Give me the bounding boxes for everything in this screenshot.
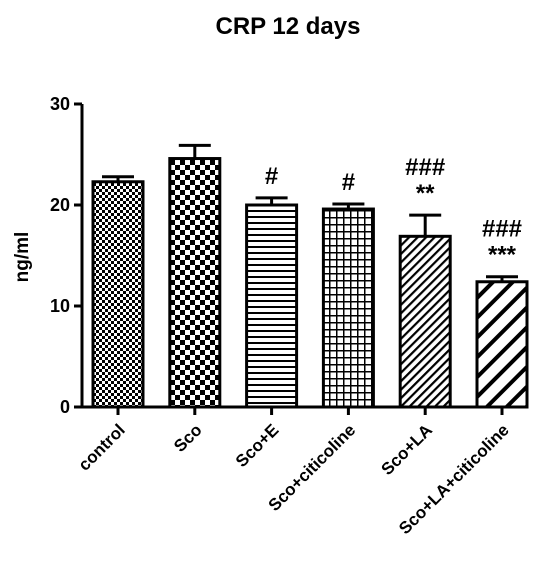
significance-marker: #	[342, 169, 355, 196]
significance-marker: ***	[488, 242, 517, 269]
y-tick-label: 30	[50, 94, 70, 114]
significance-marker: **	[416, 180, 435, 207]
x-category-label: control	[75, 420, 129, 474]
bar	[168, 157, 222, 409]
y-tick-label: 0	[60, 397, 70, 417]
x-category-label: Sco	[170, 420, 205, 455]
y-tick-label: 10	[50, 296, 70, 316]
chart-title: CRP 12 days	[216, 13, 361, 40]
bar	[475, 280, 529, 409]
significance-marker: ###	[482, 216, 522, 243]
y-axis-label: ng/ml	[12, 232, 33, 283]
bar	[91, 180, 145, 409]
x-category-label: Sco+E	[232, 420, 283, 471]
bar	[245, 203, 299, 409]
bars	[91, 143, 529, 409]
bar	[398, 234, 452, 409]
significance-marker: #	[265, 163, 278, 190]
significance-marker: ###	[405, 154, 445, 181]
x-category-label: Sco+LA	[377, 420, 436, 479]
bar	[321, 207, 375, 409]
y-tick-label: 20	[50, 195, 70, 215]
